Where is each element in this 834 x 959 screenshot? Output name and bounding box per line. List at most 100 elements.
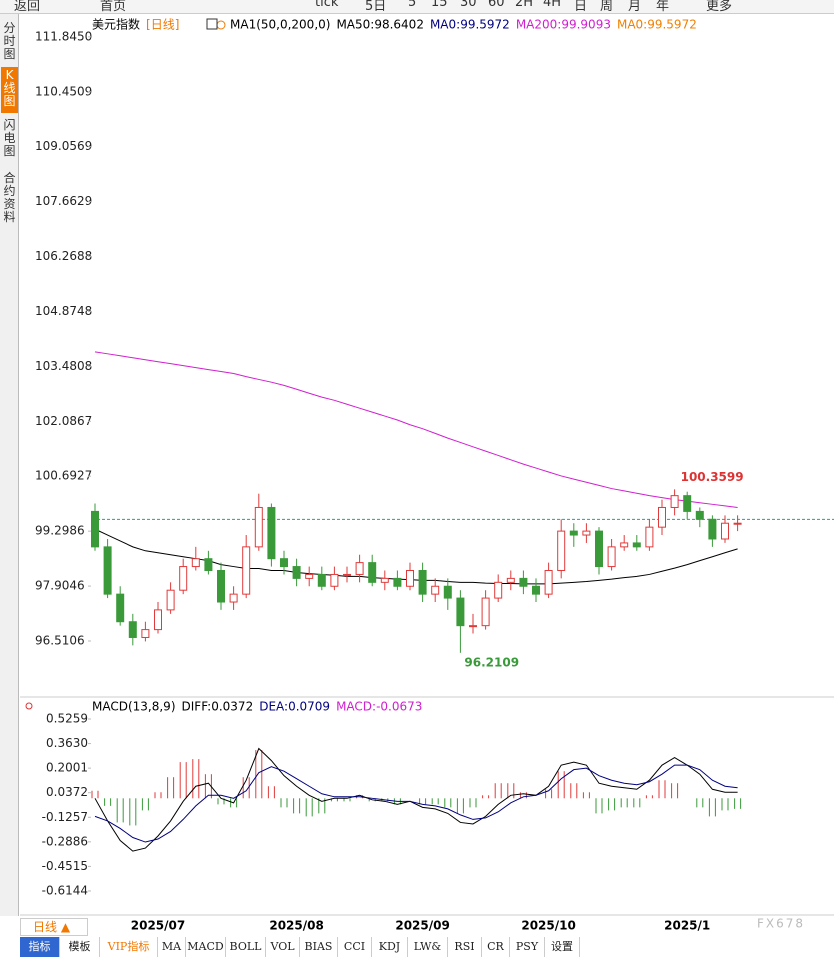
bottom-tab[interactable]: LW&: [408, 937, 448, 957]
indicator-value: MACD:-0.0673: [336, 700, 422, 714]
candle-body: [569, 530, 578, 536]
candle-body: [721, 522, 729, 540]
candle-body: [695, 510, 704, 520]
candle-body: [380, 577, 389, 583]
x-tick-label: 2025/08: [269, 919, 323, 933]
bottom-tab[interactable]: BOLL: [226, 937, 266, 957]
bottom-tab[interactable]: CR: [482, 937, 510, 957]
toolbar-item[interactable]: 更多: [706, 0, 733, 14]
toolbar-item[interactable]: 5日: [365, 0, 387, 14]
bottom-tab[interactable]: 设置: [545, 937, 580, 957]
x-tick-label: 2025/09: [395, 919, 449, 933]
candle-body: [305, 573, 314, 579]
candle-body: [317, 573, 326, 587]
bottom-tab[interactable]: 指标: [20, 937, 60, 957]
bottom-tab[interactable]: KDJ: [372, 937, 408, 957]
indicator-value: DIFF:0.0372: [182, 700, 254, 714]
toolbar-item[interactable]: 首页: [100, 0, 127, 14]
bottom-tab[interactable]: MACD: [186, 937, 226, 957]
candle-body: [481, 597, 490, 627]
indicator-value: MA0:99.5972: [617, 18, 697, 32]
indicator-name: MA1(50,0,200,0): [230, 18, 330, 32]
y-tick-label: -0.6144: [42, 883, 88, 897]
toolbar-item[interactable]: 月: [628, 0, 642, 14]
candle-body: [204, 558, 213, 572]
bottom-tab[interactable]: MA: [158, 937, 186, 957]
y-tick-label: 107.6629: [35, 194, 92, 208]
toolbar-item[interactable]: 15: [431, 0, 448, 10]
sidebar-tab[interactable]: 闪电图: [3, 118, 16, 158]
y-tick-label: -0.2886: [42, 834, 88, 848]
candle-body: [645, 526, 654, 548]
candle-body: [103, 546, 112, 595]
candle-body: [456, 597, 465, 627]
toolbar-item[interactable]: 日: [574, 0, 588, 14]
ma-line: [94, 351, 738, 508]
watermark: FX678: [757, 917, 805, 931]
toolbar-item[interactable]: 60: [488, 0, 505, 10]
y-tick-label: 99.2986: [35, 524, 85, 538]
candle-body: [128, 621, 137, 638]
y-tick-label: 0.5259: [46, 712, 88, 726]
macd-line: [94, 764, 738, 843]
sidebar: [0, 14, 19, 916]
candle-body: [166, 589, 175, 611]
candle-body: [280, 558, 288, 568]
y-tick-label: 111.8450: [35, 29, 92, 43]
toolbar-item[interactable]: 周: [600, 0, 614, 14]
candle-body: [154, 609, 162, 631]
candle-body: [292, 566, 301, 579]
candle-body: [494, 581, 503, 599]
toolbar-item[interactable]: 年: [656, 0, 670, 14]
y-tick-label: 0.2001: [46, 761, 88, 775]
candle-body: [708, 518, 717, 540]
y-tick-label: 106.2688: [35, 249, 92, 263]
candle-body: [607, 546, 616, 568]
candle-body: [632, 542, 641, 548]
period-label: [日线]: [146, 18, 179, 32]
candle-body: [393, 577, 402, 587]
toolbar-item[interactable]: 2H: [515, 0, 534, 10]
sidebar-tab[interactable]: 合约资料: [3, 171, 16, 224]
toolbar-item[interactable]: 返回: [14, 0, 41, 14]
y-tick-label: 110.4509: [35, 84, 92, 98]
indicator-value: DEA:0.0709: [259, 700, 330, 714]
toolbar-item[interactable]: 4H: [543, 0, 562, 10]
sidebar-tab[interactable]: K线图: [1, 67, 18, 113]
candle-body: [179, 566, 188, 591]
candle-body: [670, 495, 679, 508]
bottom-tab[interactable]: RSI: [448, 937, 482, 957]
candle-body: [254, 506, 263, 548]
candle-body: [91, 510, 99, 548]
sidebar-tab[interactable]: 分时图: [3, 21, 16, 61]
candle-body: [658, 506, 666, 528]
bottom-tab[interactable]: 模板: [60, 937, 100, 957]
macd-icon: [25, 702, 33, 710]
toolbar-item[interactable]: 5: [408, 0, 417, 10]
candle-body: [582, 530, 591, 536]
y-tick-label: 102.0867: [35, 414, 92, 428]
bottom-tab[interactable]: VIP指标: [100, 937, 158, 957]
toolbar-item[interactable]: 30: [460, 0, 477, 10]
y-tick-label: 100.6927: [35, 469, 92, 483]
candle-body: [141, 629, 150, 638]
candle-body: [267, 506, 276, 560]
bottom-tab[interactable]: PSY: [510, 937, 545, 957]
y-tick-label: -0.4515: [42, 859, 88, 873]
toolbar-item[interactable]: tick: [315, 0, 339, 10]
indicator-value: MA200:99.9093: [516, 18, 611, 32]
candle-body: [191, 558, 200, 568]
y-tick-label: 109.0569: [35, 139, 92, 153]
x-tick-label: 2025/10: [521, 919, 575, 933]
macd-line: [94, 747, 738, 852]
candle-body: [368, 562, 377, 583]
candle-body: [330, 573, 339, 587]
bottom-tab[interactable]: BIAS: [300, 937, 338, 957]
period-selector[interactable]: 日线 ▲: [20, 918, 88, 936]
bottom-tab[interactable]: VOL: [266, 937, 300, 957]
bottom-tab[interactable]: CCI: [338, 937, 372, 957]
candle-body: [242, 546, 251, 595]
candle-body: [406, 570, 414, 587]
candle-body: [418, 570, 427, 595]
